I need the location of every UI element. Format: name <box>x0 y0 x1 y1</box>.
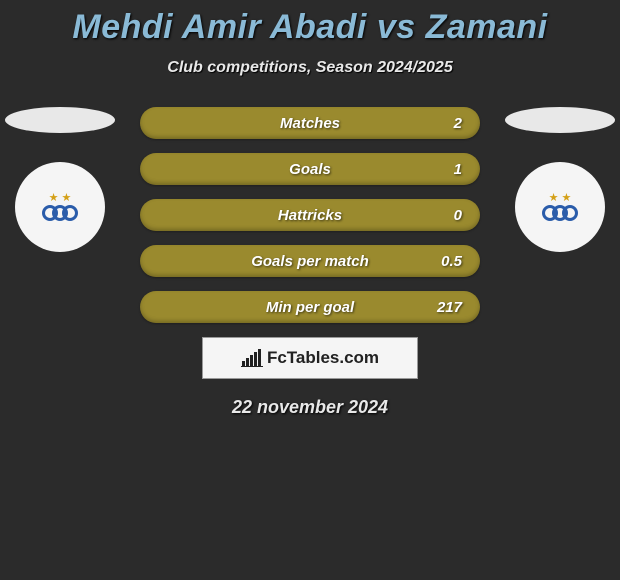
badge-stars-icon: ★ ★ <box>49 193 72 204</box>
badge-rings-icon <box>45 205 75 221</box>
player-slot-left <box>5 107 115 133</box>
badge-rings-icon <box>545 205 575 221</box>
stat-row: Goals 1 <box>140 153 480 185</box>
player-slot-right <box>505 107 615 133</box>
stat-label: Min per goal <box>266 299 354 316</box>
brand-badge: FcTables.com <box>202 337 418 379</box>
stat-label: Hattricks <box>278 207 342 224</box>
stats-area: ★ ★ ★ ★ Matches 2 Goals 1 Hattricks 0 <box>0 107 620 418</box>
stat-value: 2 <box>454 115 462 132</box>
date-label: 22 november 2024 <box>0 397 620 418</box>
stat-row: Min per goal 217 <box>140 291 480 323</box>
bar-chart-icon <box>241 349 263 367</box>
stat-bars: Matches 2 Goals 1 Hattricks 0 Goals per … <box>140 107 480 323</box>
club-badge-left: ★ ★ <box>15 162 105 252</box>
stat-label: Goals <box>289 161 331 178</box>
brand-text: FcTables.com <box>267 348 379 368</box>
stat-label: Goals per match <box>251 253 369 270</box>
club-badge-right: ★ ★ <box>515 162 605 252</box>
stat-value: 1 <box>454 161 462 178</box>
stat-row: Goals per match 0.5 <box>140 245 480 277</box>
subtitle: Club competitions, Season 2024/2025 <box>0 59 620 77</box>
stat-value: 217 <box>437 299 462 316</box>
stat-row: Hattricks 0 <box>140 199 480 231</box>
badge-stars-icon: ★ ★ <box>549 193 572 204</box>
comparison-card: Mehdi Amir Abadi vs Zamani Club competit… <box>0 0 620 418</box>
stat-value: 0 <box>454 207 462 224</box>
stat-label: Matches <box>280 115 340 132</box>
stat-row: Matches 2 <box>140 107 480 139</box>
page-title: Mehdi Amir Abadi vs Zamani <box>0 8 620 47</box>
stat-value: 0.5 <box>441 253 462 270</box>
